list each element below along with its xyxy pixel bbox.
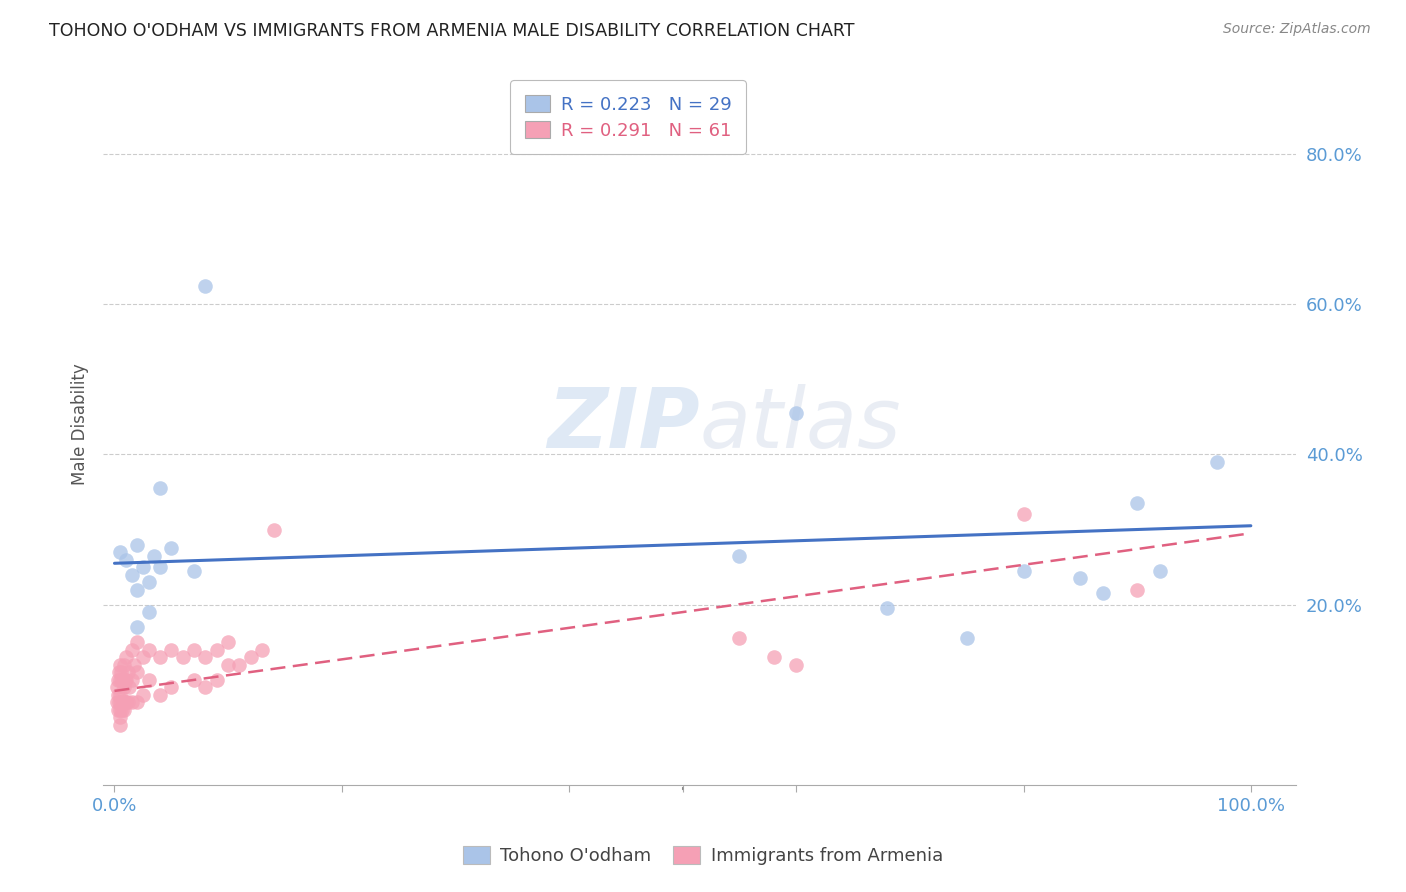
Point	[194, 680, 217, 694]
Point	[107, 688, 129, 702]
Point	[108, 717, 131, 731]
Point	[956, 632, 979, 646]
Point	[194, 278, 217, 293]
Point	[132, 560, 155, 574]
Point	[138, 575, 160, 590]
Point	[250, 642, 273, 657]
Point	[160, 680, 183, 694]
Point	[112, 703, 135, 717]
Point	[127, 635, 149, 649]
Point	[138, 673, 160, 687]
Point	[127, 582, 149, 597]
Point	[117, 695, 139, 709]
Point	[728, 549, 751, 563]
Point	[876, 601, 898, 615]
Point	[111, 673, 134, 687]
Point	[108, 673, 131, 687]
Point	[762, 650, 785, 665]
Point	[785, 406, 807, 420]
Point	[108, 688, 131, 702]
Text: TOHONO O'ODHAM VS IMMIGRANTS FROM ARMENIA MALE DISABILITY CORRELATION CHART: TOHONO O'ODHAM VS IMMIGRANTS FROM ARMENI…	[49, 22, 855, 40]
Point	[107, 673, 129, 687]
Point	[1126, 582, 1149, 597]
Point	[121, 567, 143, 582]
Point	[108, 657, 131, 672]
Point	[108, 703, 131, 717]
Text: atlas: atlas	[700, 384, 901, 465]
Point	[112, 657, 135, 672]
Point	[138, 642, 160, 657]
Point	[108, 545, 131, 559]
Legend: Tohono O'odham, Immigrants from Armenia: Tohono O'odham, Immigrants from Armenia	[456, 839, 950, 872]
Point	[110, 665, 132, 680]
Point	[728, 632, 751, 646]
Point	[105, 695, 128, 709]
Point	[114, 673, 136, 687]
Y-axis label: Male Disability: Male Disability	[72, 364, 89, 485]
Point	[160, 642, 183, 657]
Point	[107, 703, 129, 717]
Point	[217, 657, 239, 672]
Point	[183, 564, 205, 578]
Point	[1012, 508, 1035, 522]
Point	[1012, 564, 1035, 578]
Point	[149, 560, 172, 574]
Point	[122, 657, 145, 672]
Point	[127, 695, 149, 709]
Point	[108, 665, 131, 680]
Point	[108, 710, 131, 724]
Point	[194, 650, 217, 665]
Point	[217, 635, 239, 649]
Point	[105, 680, 128, 694]
Point	[1126, 496, 1149, 510]
Point	[127, 620, 149, 634]
Point	[172, 650, 194, 665]
Point	[1069, 571, 1091, 585]
Point	[117, 665, 139, 680]
Point	[127, 665, 149, 680]
Point	[115, 695, 138, 709]
Point	[121, 673, 143, 687]
Point	[160, 541, 183, 556]
Point	[111, 703, 134, 717]
Point	[127, 537, 149, 551]
Point	[114, 695, 136, 709]
Point	[228, 657, 250, 672]
Point	[149, 650, 172, 665]
Point	[143, 549, 166, 563]
Point	[205, 673, 228, 687]
Point	[108, 695, 131, 709]
Point	[115, 650, 138, 665]
Point	[1092, 586, 1115, 600]
Point	[115, 552, 138, 566]
Text: ZIP: ZIP	[547, 384, 700, 465]
Point	[239, 650, 262, 665]
Point	[1205, 455, 1227, 469]
Point	[1149, 564, 1171, 578]
Point	[183, 673, 205, 687]
Legend: R = 0.223   N = 29, R = 0.291   N = 61: R = 0.223 N = 29, R = 0.291 N = 61	[510, 80, 747, 154]
Point	[205, 642, 228, 657]
Point	[785, 657, 807, 672]
Point	[118, 680, 141, 694]
Point	[115, 673, 138, 687]
Point	[149, 688, 172, 702]
Point	[112, 680, 135, 694]
Point	[263, 523, 285, 537]
Point	[121, 642, 143, 657]
Point	[110, 695, 132, 709]
Point	[121, 695, 143, 709]
Text: Source: ZipAtlas.com: Source: ZipAtlas.com	[1223, 22, 1371, 37]
Point	[149, 481, 172, 495]
Point	[138, 605, 160, 619]
Point	[132, 650, 155, 665]
Point	[132, 688, 155, 702]
Point	[183, 642, 205, 657]
